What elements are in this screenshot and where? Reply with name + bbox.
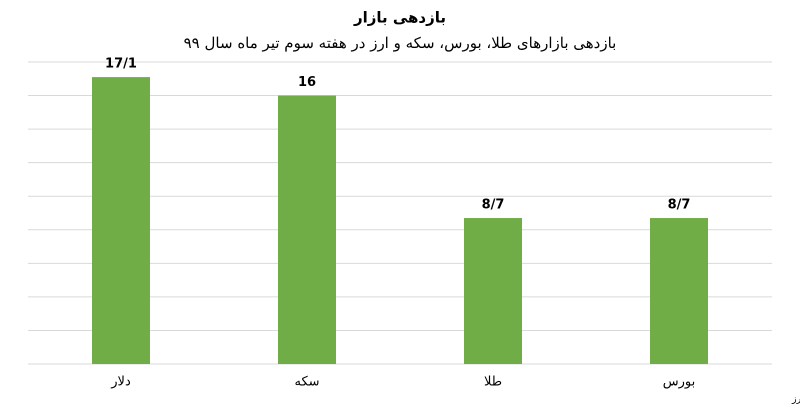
value-label: 8/7	[482, 198, 505, 213]
x-tick-label: طلا	[484, 375, 502, 390]
chart-subtitle: بازدهی بازارهای طلا، بورس، سکه و ارز در …	[184, 34, 617, 52]
x-tick-label: سکه	[294, 375, 319, 390]
bar	[464, 218, 522, 364]
x-tick-label: دلار	[110, 375, 131, 390]
value-label: 17/1	[105, 57, 137, 72]
source-note: منبع: دلار: صرافی ملی، بورس: سازمان بورس…	[791, 394, 800, 405]
bar	[278, 95, 336, 365]
bar	[92, 77, 150, 364]
x-tick-label: بورس	[663, 375, 695, 390]
value-label: 8/7	[668, 198, 691, 213]
bar	[650, 218, 708, 364]
chart-title: بازدهی بازار	[353, 9, 446, 27]
value-label: 16	[298, 75, 316, 90]
